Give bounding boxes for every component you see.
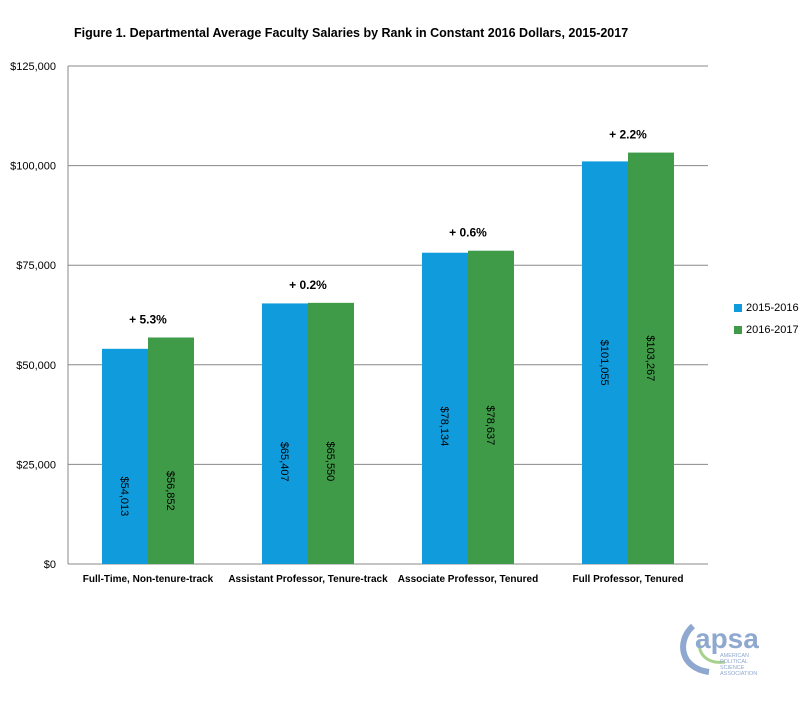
bar-2015-2016 bbox=[422, 252, 468, 564]
x-tick-label: Full-Time, Non-tenure-track bbox=[83, 574, 214, 585]
bar-data-label: $103,267 bbox=[644, 335, 656, 381]
bar-2015-2016 bbox=[102, 348, 148, 564]
x-tick-label: Associate Professor, Tenured bbox=[398, 574, 538, 585]
apsa-logo: apsa AMERICAN POLITICAL SCIENCE ASSOCIAT… bbox=[680, 623, 759, 677]
bar-data-label: $78,637 bbox=[484, 405, 496, 445]
bar-data-label: $65,407 bbox=[278, 442, 290, 482]
bar-2016-2017 bbox=[148, 337, 194, 564]
y-tick-label: $100,000 bbox=[10, 161, 56, 173]
bar-2016-2017 bbox=[628, 152, 674, 564]
bar-data-label: $65,550 bbox=[324, 442, 336, 482]
legend-label: 2016-2017 bbox=[746, 324, 799, 336]
svg-text:ASSOCIATION: ASSOCIATION bbox=[720, 671, 757, 677]
legend-swatch bbox=[734, 304, 742, 312]
bar-data-label: $56,852 bbox=[164, 471, 176, 511]
bar-2016-2017 bbox=[468, 250, 514, 564]
svg-text:SCIENCE: SCIENCE bbox=[720, 665, 745, 671]
legend-item-2016-2017: 2016-2017 bbox=[734, 324, 799, 336]
bar-data-label: $78,134 bbox=[438, 406, 450, 446]
y-tick-label: $75,000 bbox=[16, 260, 56, 272]
bar-2015-2016 bbox=[262, 303, 308, 564]
change-annotation: + 0.2% bbox=[289, 278, 327, 292]
y-tick-label: $25,000 bbox=[16, 459, 56, 471]
svg-text:apsa: apsa bbox=[695, 623, 759, 654]
change-annotation: + 0.6% bbox=[449, 226, 487, 240]
y-tick-label: $0 bbox=[44, 559, 56, 571]
svg-text:POLITICAL: POLITICAL bbox=[720, 659, 748, 665]
y-tick-label: $50,000 bbox=[16, 360, 56, 372]
change-annotation: + 2.2% bbox=[609, 128, 647, 142]
bar-data-label: $54,013 bbox=[118, 477, 130, 517]
x-tick-label: Full Professor, Tenured bbox=[573, 574, 684, 585]
x-tick-label: Assistant Professor, Tenure-track bbox=[228, 574, 388, 585]
change-annotation: + 5.3% bbox=[129, 313, 167, 327]
bar-2015-2016 bbox=[582, 161, 628, 564]
svg-text:AMERICAN: AMERICAN bbox=[720, 653, 749, 659]
chart-title: Figure 1. Departmental Average Faculty S… bbox=[74, 26, 629, 40]
y-tick-label: $125,000 bbox=[10, 61, 56, 73]
legend-label: 2015-2016 bbox=[746, 302, 799, 314]
bar-2016-2017 bbox=[308, 302, 354, 564]
legend-item-2015-2016: 2015-2016 bbox=[734, 302, 799, 314]
legend-swatch bbox=[734, 326, 742, 334]
bar-data-label: $101,055 bbox=[598, 340, 610, 386]
